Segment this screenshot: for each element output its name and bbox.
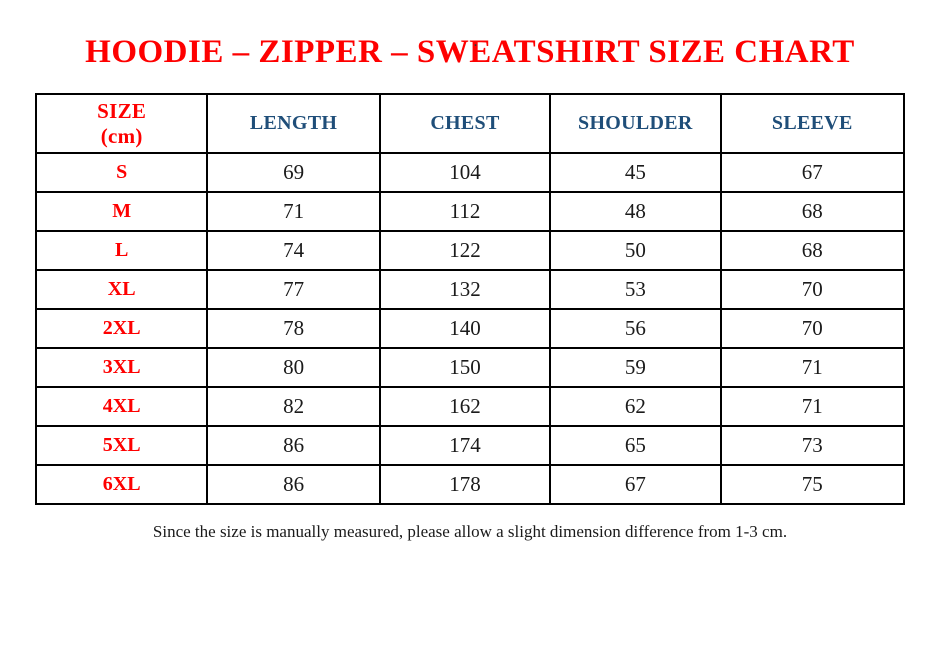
column-header-sleeve: SLEEVE: [719, 93, 906, 154]
table-row-l: L 74 122 50 68: [34, 230, 906, 271]
sleeve-value: 75: [719, 464, 906, 505]
size-label: L: [34, 230, 209, 271]
table-header-row: SIZE (cm) LENGTH CHEST SHOULDER SLEEVE: [34, 93, 906, 154]
sleeve-value: 68: [719, 191, 906, 232]
sleeve-value: 71: [719, 386, 906, 427]
table-row-6xl: 6XL 86 178 67 75: [34, 464, 906, 505]
shoulder-value: 48: [549, 191, 722, 232]
size-label: M: [34, 191, 209, 232]
size-label: 5XL: [34, 425, 209, 466]
size-label: 2XL: [34, 308, 209, 349]
shoulder-value: 53: [549, 269, 722, 310]
size-label: 6XL: [34, 464, 209, 505]
sleeve-value: 70: [719, 269, 906, 310]
sleeve-value: 68: [719, 230, 906, 271]
size-label: 4XL: [34, 386, 209, 427]
length-value: 78: [206, 308, 381, 349]
table-row-xl: XL 77 132 53 70: [34, 269, 906, 310]
size-header-line2: (cm): [100, 123, 143, 148]
shoulder-value: 45: [549, 152, 722, 193]
chest-value: 104: [378, 152, 552, 193]
size-chart-table: SIZE (cm) LENGTH CHEST SHOULDER SLEEVE S…: [34, 93, 906, 505]
table-row-2xl: 2XL 78 140 56 70: [34, 308, 906, 349]
shoulder-value: 59: [549, 347, 722, 388]
column-header-length: LENGTH: [206, 93, 381, 154]
shoulder-value: 56: [549, 308, 722, 349]
sleeve-value: 73: [719, 425, 906, 466]
measurement-disclaimer: Since the size is manually measured, ple…: [152, 522, 788, 541]
length-value: 82: [206, 386, 381, 427]
column-header-shoulder: SHOULDER: [549, 93, 722, 154]
chest-value: 132: [378, 269, 552, 310]
size-label: XL: [34, 269, 209, 310]
column-header-size-cm: SIZE (cm): [34, 93, 209, 154]
page-title: HOODIE – ZIPPER – SWEATSHIRT SIZE CHART: [85, 34, 855, 70]
table-row-m: M 71 112 48 68: [34, 191, 906, 232]
sleeve-value: 71: [719, 347, 906, 388]
chest-value: 140: [378, 308, 552, 349]
chest-value: 112: [378, 191, 552, 232]
shoulder-value: 67: [549, 464, 722, 505]
size-header-line1: SIZE: [97, 99, 147, 124]
length-value: 86: [206, 425, 381, 466]
length-value: 80: [206, 347, 381, 388]
table-row-3xl: 3XL 80 150 59 71: [34, 347, 906, 388]
table-row-4xl: 4XL 82 162 62 71: [34, 386, 906, 427]
chest-value: 150: [378, 347, 552, 388]
sleeve-value: 70: [719, 308, 906, 349]
shoulder-value: 65: [549, 425, 722, 466]
size-label: 3XL: [34, 347, 209, 388]
length-value: 69: [206, 152, 381, 193]
table-row-5xl: 5XL 86 174 65 73: [34, 425, 906, 466]
chest-value: 162: [378, 386, 552, 427]
chest-value: 178: [378, 464, 552, 505]
length-value: 86: [206, 464, 381, 505]
length-value: 74: [206, 230, 381, 271]
chest-value: 174: [378, 425, 552, 466]
length-value: 71: [206, 191, 381, 232]
chest-value: 122: [378, 230, 552, 271]
size-label: S: [34, 152, 209, 193]
column-header-chest: CHEST: [378, 93, 552, 154]
shoulder-value: 50: [549, 230, 722, 271]
sleeve-value: 67: [719, 152, 906, 193]
shoulder-value: 62: [549, 386, 722, 427]
length-value: 77: [206, 269, 381, 310]
table-row-s: S 69 104 45 67: [34, 152, 906, 193]
stray-dot: .: [474, 35, 477, 49]
